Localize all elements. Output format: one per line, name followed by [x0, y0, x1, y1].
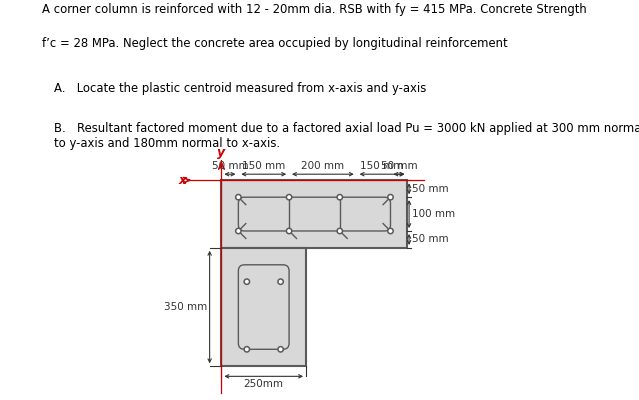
- Text: y: y: [217, 146, 226, 159]
- Circle shape: [337, 228, 343, 234]
- Text: 50 mm: 50 mm: [381, 161, 417, 171]
- Circle shape: [244, 279, 249, 284]
- Text: 350 mm: 350 mm: [164, 302, 207, 312]
- Text: 50 mm: 50 mm: [412, 184, 449, 194]
- Text: 100 mm: 100 mm: [412, 209, 455, 219]
- Text: 200 mm: 200 mm: [302, 161, 344, 171]
- Text: f’c = 28 MPa. Neglect the concrete area occupied by longitudinal reinforcement: f’c = 28 MPa. Neglect the concrete area …: [42, 37, 507, 50]
- Circle shape: [286, 194, 292, 200]
- Circle shape: [286, 228, 292, 234]
- Circle shape: [388, 194, 393, 200]
- Text: x: x: [179, 174, 187, 187]
- Text: 150 mm: 150 mm: [242, 161, 286, 171]
- Circle shape: [236, 228, 241, 234]
- Circle shape: [278, 346, 283, 352]
- Circle shape: [337, 194, 343, 200]
- Text: 50 mm: 50 mm: [412, 234, 449, 244]
- Circle shape: [236, 194, 241, 200]
- Text: 250mm: 250mm: [243, 379, 284, 389]
- Text: B.   Resultant factored moment due to a factored axial load Pu = 3000 kN applied: B. Resultant factored moment due to a fa…: [54, 122, 639, 150]
- Bar: [222, 180, 408, 248]
- Circle shape: [278, 279, 283, 284]
- Circle shape: [244, 346, 249, 352]
- Text: A.   Locate the plastic centroid measured from x-axis and y-axis: A. Locate the plastic centroid measured …: [54, 82, 427, 95]
- Text: 50 mm: 50 mm: [212, 161, 248, 171]
- Circle shape: [388, 228, 393, 234]
- Text: A corner column is reinforced with 12 - 20mm dia. RSB with fy = 415 MPa. Concret: A corner column is reinforced with 12 - …: [42, 3, 587, 16]
- Bar: [222, 248, 306, 366]
- Text: 150 mm: 150 mm: [360, 161, 404, 171]
